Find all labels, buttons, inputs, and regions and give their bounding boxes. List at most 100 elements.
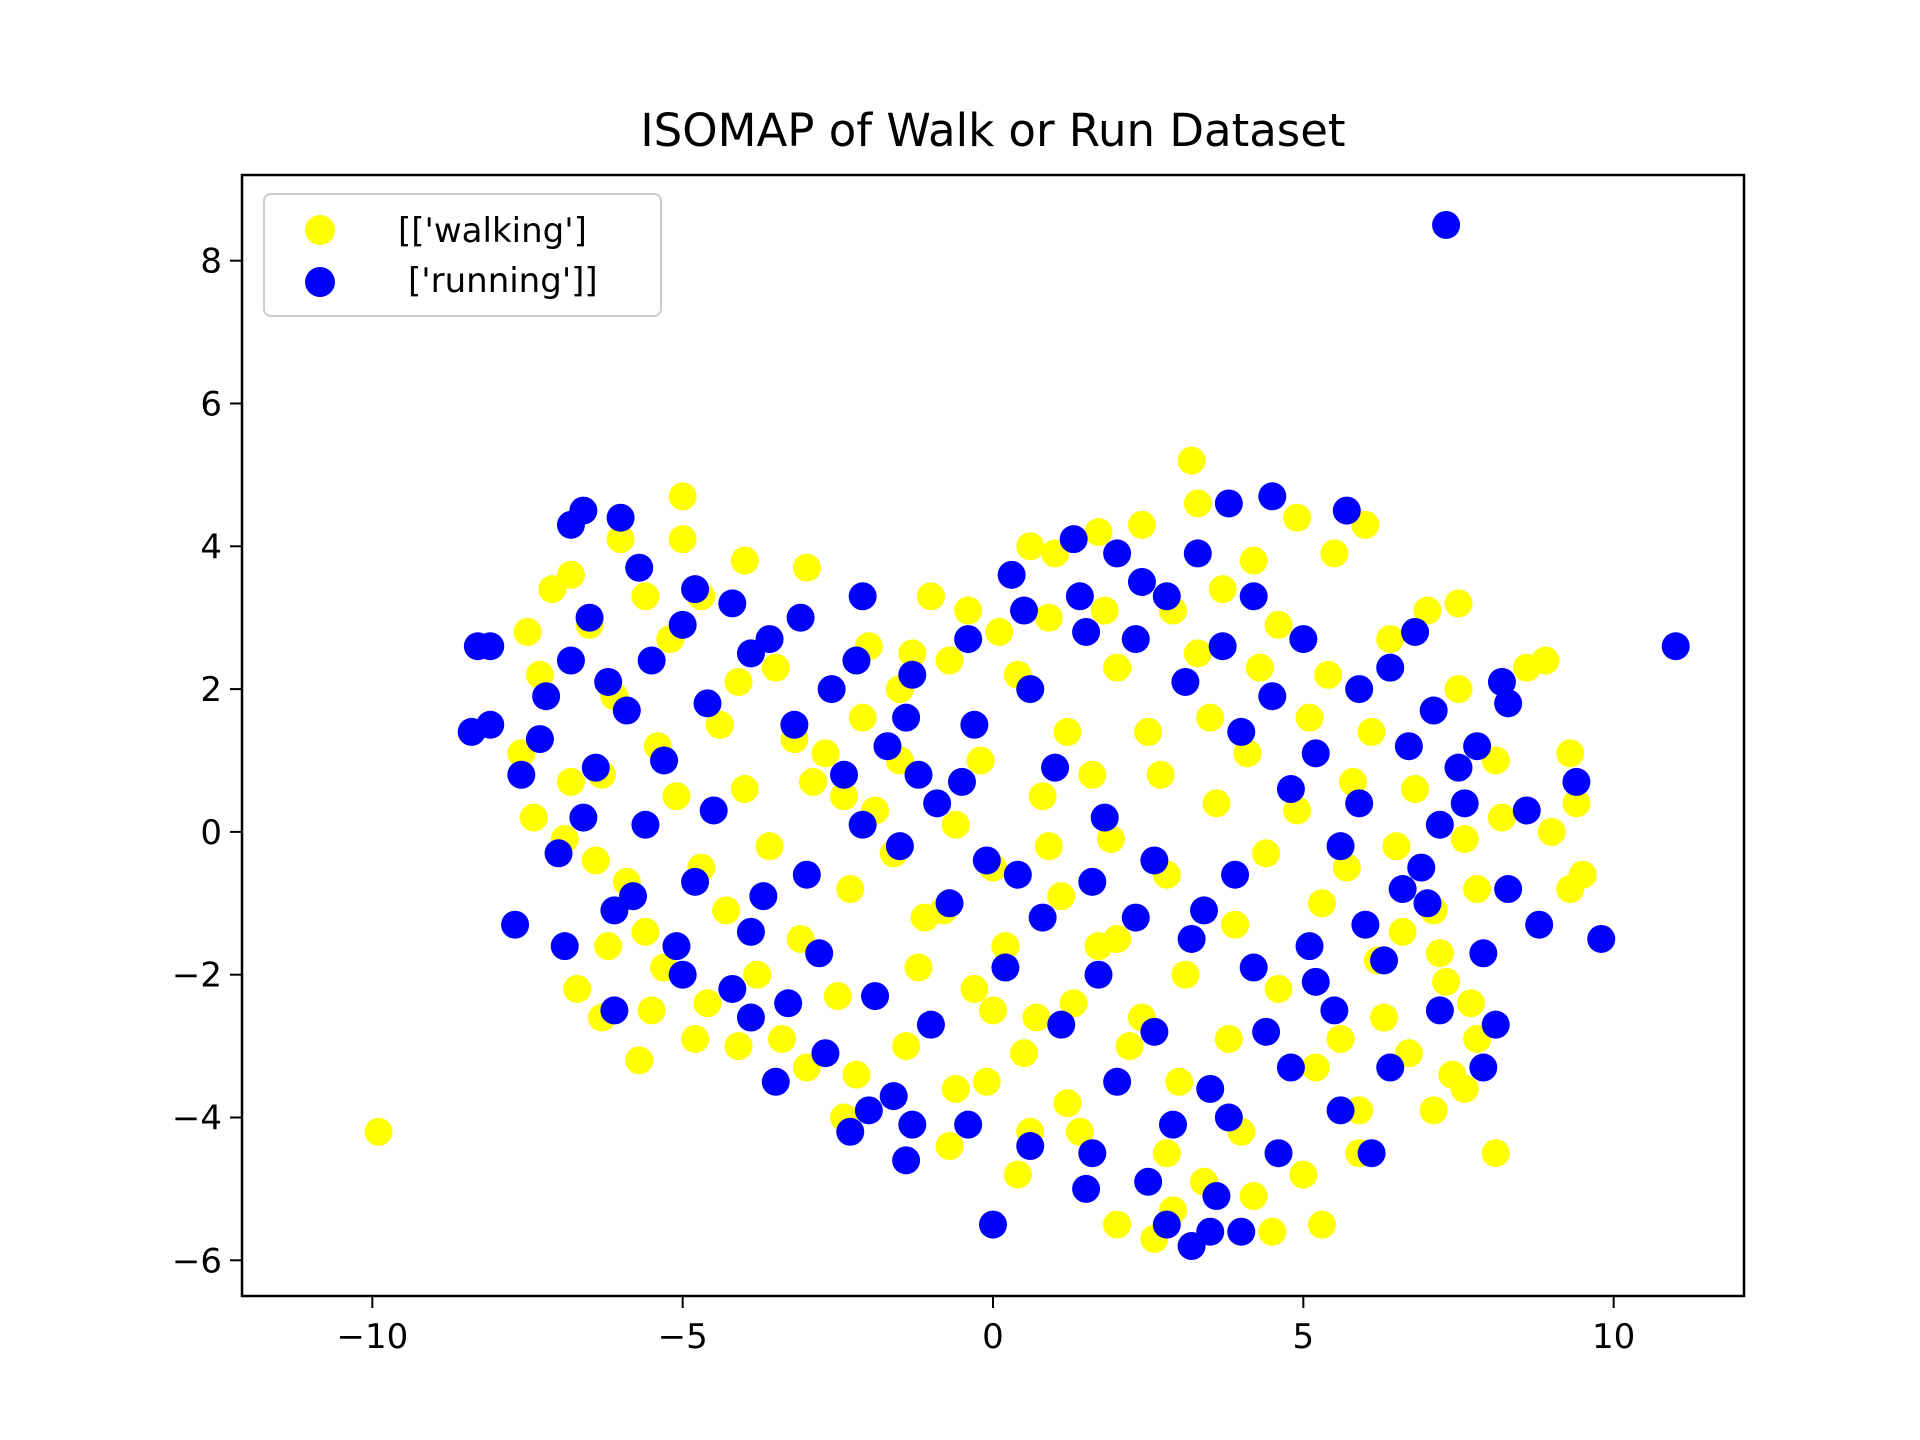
- point-running-37: [1425, 996, 1454, 1025]
- point-walking-158: [1221, 910, 1250, 939]
- point-walking-55: [1425, 939, 1454, 968]
- point-walking-146: [836, 875, 865, 904]
- point-walking-107: [898, 639, 927, 668]
- point-walking-156: [1388, 917, 1417, 946]
- point-walking-133: [594, 932, 623, 961]
- point-running-67: [1301, 967, 1330, 996]
- y-tick-label-0: −6: [172, 1241, 222, 1281]
- point-walking-47: [1127, 510, 1156, 539]
- chart-title: ISOMAP of Walk or Run Dataset: [640, 104, 1345, 157]
- point-walking-21: [1450, 1074, 1479, 1103]
- point-running-3: [1562, 767, 1591, 796]
- point-running-81: [848, 810, 877, 839]
- point-running-151: [786, 603, 815, 632]
- point-walking-33: [724, 1032, 753, 1061]
- point-running-64: [1140, 1017, 1169, 1046]
- point-running-152: [736, 639, 765, 668]
- point-running-145: [1121, 903, 1150, 932]
- point-running-13: [600, 996, 629, 1025]
- point-running-0: [1432, 210, 1461, 239]
- point-walking-97: [811, 739, 840, 768]
- point-running-155: [1196, 1217, 1225, 1246]
- legend: [['walking'] ['running']]: [263, 193, 662, 317]
- point-running-115: [1190, 896, 1219, 925]
- point-running-103: [1326, 832, 1355, 861]
- point-walking-13: [1531, 646, 1560, 675]
- point-running-56: [693, 689, 722, 718]
- point-walking-0: [364, 1117, 393, 1146]
- point-walking-139: [966, 746, 995, 775]
- point-walking-46: [1084, 518, 1113, 547]
- point-walking-157: [1432, 967, 1461, 996]
- point-running-34: [1512, 796, 1541, 825]
- point-running-58: [817, 675, 846, 704]
- point-running-104: [1276, 775, 1305, 804]
- point-running-113: [1090, 803, 1119, 832]
- point-walking-50: [1376, 625, 1405, 654]
- point-walking-56: [1370, 1003, 1399, 1032]
- point-running-110: [954, 625, 983, 654]
- point-walking-173: [1289, 1160, 1318, 1189]
- point-walking-38: [556, 560, 585, 589]
- point-running-40: [1264, 1139, 1293, 1168]
- point-walking-120: [1214, 1024, 1243, 1053]
- point-running-65: [1196, 1074, 1225, 1103]
- point-running-46: [879, 1082, 908, 1111]
- point-running-11: [836, 1117, 865, 1146]
- point-running-97: [1158, 1110, 1187, 1139]
- point-running-31: [1487, 667, 1516, 696]
- point-walking-63: [823, 982, 852, 1011]
- point-running-63: [1084, 960, 1113, 989]
- point-walking-136: [525, 660, 554, 689]
- point-running-83: [736, 917, 765, 946]
- point-running-38: [1376, 1053, 1405, 1082]
- y-tick-label-2: −2: [172, 956, 222, 996]
- point-walking-44: [916, 582, 945, 611]
- point-running-117: [1295, 932, 1324, 961]
- point-walking-94: [960, 974, 989, 1003]
- point-running-17: [476, 710, 505, 739]
- point-walking-167: [985, 617, 1014, 646]
- point-running-69: [1407, 853, 1436, 882]
- point-walking-100: [662, 782, 691, 811]
- y-tick-label-7: 8: [200, 242, 222, 282]
- point-running-14: [501, 910, 530, 939]
- point-walking-24: [1419, 1096, 1448, 1125]
- point-walking-163: [972, 1067, 1001, 1096]
- point-running-114: [1140, 846, 1169, 875]
- point-walking-99: [705, 710, 734, 739]
- point-running-61: [972, 846, 1001, 875]
- point-running-39: [1326, 1096, 1355, 1125]
- point-running-42: [1134, 1167, 1163, 1196]
- point-running-121: [749, 882, 778, 911]
- point-running-82: [792, 860, 821, 889]
- point-running-35: [1494, 875, 1523, 904]
- point-running-60: [923, 789, 952, 818]
- point-walking-34: [563, 974, 592, 1003]
- point-walking-148: [730, 775, 759, 804]
- point-running-102: [1413, 889, 1442, 918]
- point-walking-31: [935, 1132, 964, 1161]
- point-running-131: [774, 989, 803, 1018]
- point-walking-131: [681, 1024, 710, 1053]
- point-walking-110: [1053, 717, 1082, 746]
- point-running-79: [960, 710, 989, 739]
- point-walking-53: [1487, 803, 1516, 832]
- y-axis: −6 −4 −2 0 2 4 6 8: [172, 242, 242, 1281]
- point-running-116: [1239, 953, 1268, 982]
- point-walking-51: [1444, 675, 1473, 704]
- point-walking-153: [1233, 739, 1262, 768]
- point-walking-130: [743, 960, 772, 989]
- point-walking-92: [1059, 989, 1088, 1018]
- point-walking-106: [848, 703, 877, 732]
- point-walking-59: [1152, 1139, 1181, 1168]
- point-running-118: [916, 1010, 945, 1039]
- point-walking-123: [1115, 1032, 1144, 1061]
- point-walking-68: [556, 767, 585, 796]
- x-tick-label-4: 10: [1592, 1317, 1635, 1357]
- x-tick-label-2: 0: [982, 1317, 1004, 1357]
- point-walking-95: [910, 903, 939, 932]
- point-walking-168: [935, 646, 964, 675]
- point-walking-89: [1202, 789, 1231, 818]
